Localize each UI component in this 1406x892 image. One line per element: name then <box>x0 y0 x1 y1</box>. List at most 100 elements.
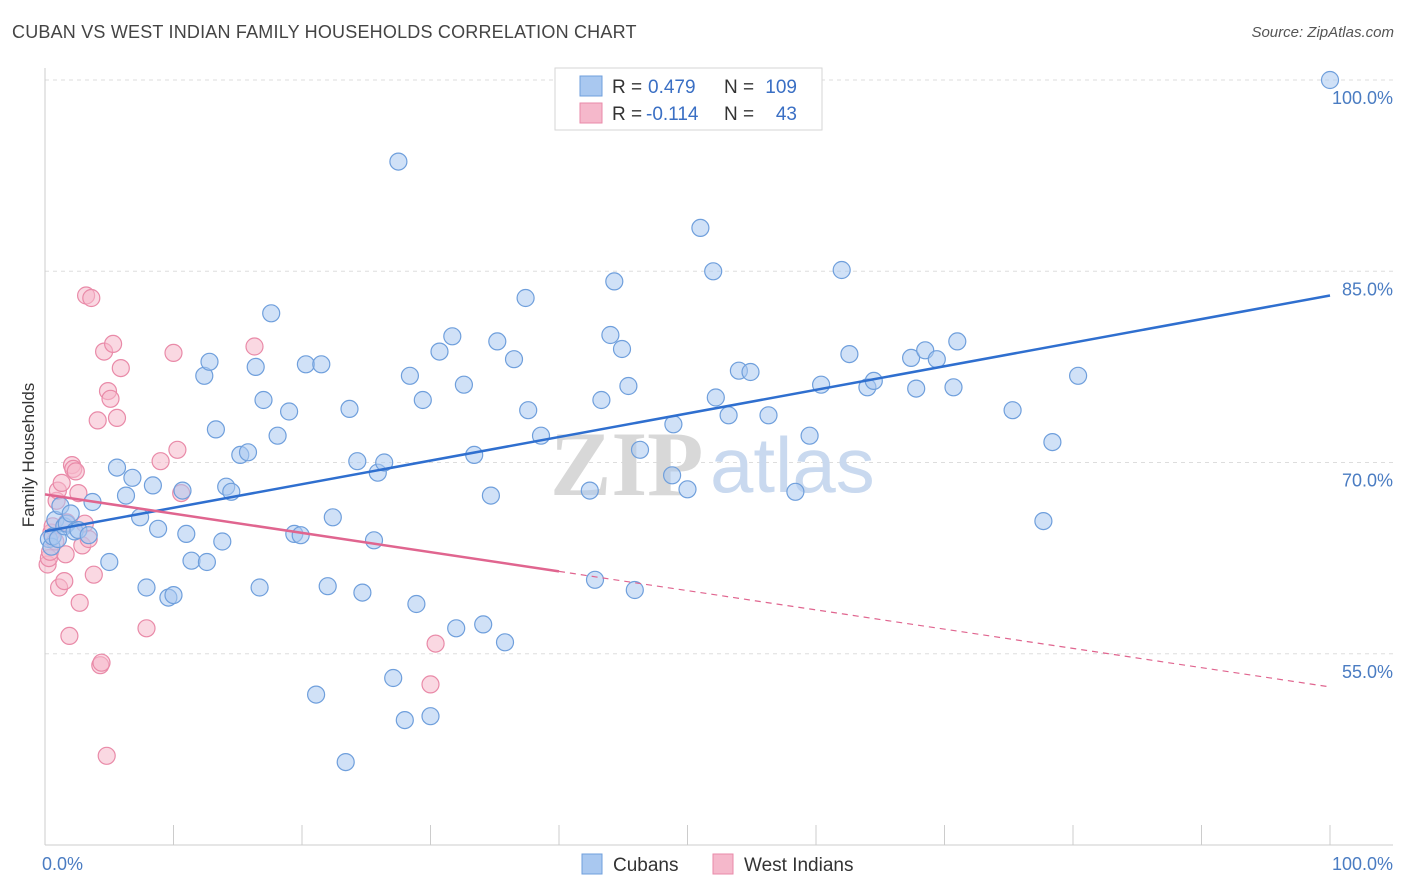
west-indians-point-31 <box>101 389 120 408</box>
x-tick-label-0: 0.0% <box>42 854 83 874</box>
legend-r-label-west-indians: R = <box>612 104 642 125</box>
west-indians-point-13 <box>60 626 79 646</box>
west-indians-point-27 <box>92 653 111 672</box>
cubans-point-8 <box>61 504 80 523</box>
y-tick-label-3: 100.0% <box>1332 88 1393 108</box>
cubans-point-106 <box>948 332 967 351</box>
legend-r-label-cubans: R = <box>612 77 642 98</box>
axes <box>44 68 1393 846</box>
cubans-point-75 <box>580 481 599 500</box>
cubans-point-37 <box>254 390 273 410</box>
cubans-point-88 <box>704 262 723 281</box>
cubans-point-16 <box>123 468 142 487</box>
cubans-point-109 <box>1043 433 1062 452</box>
cubans-point-22 <box>164 585 183 605</box>
west-indians-point-38 <box>168 440 187 459</box>
bottom-legend-swatch-cubans <box>581 853 603 875</box>
cubans-point-84 <box>662 466 682 485</box>
cubans-point-97 <box>832 260 851 280</box>
trend-lines <box>44 294 1331 688</box>
cubans-point-104 <box>927 350 946 369</box>
west-indians-point-16 <box>66 462 85 481</box>
west-indians-point-32 <box>103 334 123 353</box>
legend-swatch-cubans <box>579 75 603 97</box>
cubans-point-18 <box>137 578 156 597</box>
cubans-point-69 <box>488 332 507 351</box>
cubans-point-98 <box>840 345 859 364</box>
west-indians-point-25 <box>88 411 107 430</box>
cubans-point-45 <box>312 355 331 374</box>
cubans-point-27 <box>197 552 216 572</box>
y-tick-labels: 55.0% 70.0% 85.0% 100.0% <box>1332 88 1393 682</box>
legend-n-label-cubans: N = <box>724 77 754 98</box>
cubans-point-86 <box>678 480 697 499</box>
y-tick-label-1: 70.0% <box>1342 471 1393 491</box>
cubans-point-68 <box>481 486 500 505</box>
bottom-legend[interactable]: Cubans West Indians <box>581 853 853 876</box>
cubans-point-44 <box>307 685 326 704</box>
cubans-point-83 <box>630 440 650 459</box>
cubans-point-60 <box>413 390 432 410</box>
west-indians-point-40 <box>245 337 264 356</box>
cubans-point-54 <box>375 453 394 472</box>
watermark: ZIP atlas <box>550 413 875 515</box>
y-tick-label-0: 55.0% <box>1342 662 1393 682</box>
west-indians-trend-line <box>44 493 560 573</box>
cubans-point-49 <box>340 399 359 418</box>
source-attribution: Source: ZipAtlas.com <box>1251 24 1394 41</box>
west-indians-point-10 <box>55 571 74 591</box>
west-indians-point-35 <box>137 619 156 638</box>
cubans-point-76 <box>585 570 605 589</box>
cubans-point-15 <box>116 486 136 505</box>
cubans-point-43 <box>296 355 315 374</box>
cubans-point-101 <box>901 348 921 367</box>
cubans-point-61 <box>421 707 440 726</box>
legend-n-value-west-indians: 43 <box>776 104 797 125</box>
legend-swatch-west-indians <box>579 102 603 124</box>
cubans-point-58 <box>400 366 419 385</box>
west-indians-points <box>38 286 445 765</box>
legend[interactable]: R = 0.479 N = 109 R = -0.114 N = 43 <box>554 67 823 131</box>
cubans-point-90 <box>719 406 738 425</box>
cubans-point-40 <box>280 402 299 421</box>
cubans-point-28 <box>200 352 219 371</box>
cubans-point-24 <box>177 524 196 544</box>
west-indians-point-9 <box>52 473 71 492</box>
legend-n-label-west-indians: N = <box>724 104 754 125</box>
cubans-point-67 <box>474 615 493 634</box>
cubans-point-25 <box>182 551 201 570</box>
cubans-point-36 <box>250 578 269 597</box>
cubans-point-42 <box>291 526 310 545</box>
bottom-legend-swatch-west-indians <box>712 853 734 875</box>
west-indians-point-18 <box>70 593 89 612</box>
cubans-point-87 <box>691 218 710 237</box>
west-indians-point-24 <box>84 565 103 584</box>
cubans-point-30 <box>213 532 232 551</box>
cubans-point-70 <box>495 633 515 652</box>
bottom-legend-label-west-indians[interactable]: West Indians <box>744 855 853 876</box>
cubans-point-80 <box>612 339 632 359</box>
west-indians-point-33 <box>107 408 127 427</box>
cubans-point-111 <box>1320 70 1340 90</box>
cubans-point-108 <box>1034 511 1053 531</box>
cubans-point-110 <box>1068 366 1088 385</box>
cubans-point-20 <box>149 519 168 538</box>
cubans-point-56 <box>389 152 408 171</box>
cubans-point-92 <box>741 362 760 382</box>
y-axis-label: Family Households <box>19 383 38 528</box>
west-indians-point-34 <box>111 359 130 378</box>
cubans-point-73 <box>519 401 538 420</box>
cubans-point-47 <box>323 508 342 527</box>
cubans-point-46 <box>318 577 337 596</box>
cubans-point-81 <box>619 376 638 396</box>
cubans-point-38 <box>262 304 281 323</box>
west-indians-point-42 <box>426 634 445 653</box>
x-tick-label-1: 100.0% <box>1332 854 1393 874</box>
bottom-legend-label-cubans[interactable]: Cubans <box>613 855 679 876</box>
cubans-point-59 <box>407 594 426 614</box>
west-indians-trend-line-extension <box>558 570 1331 688</box>
west-indians-point-36 <box>151 452 170 471</box>
cubans-point-34 <box>238 443 258 462</box>
legend-n-value-cubans: 109 <box>765 77 797 98</box>
